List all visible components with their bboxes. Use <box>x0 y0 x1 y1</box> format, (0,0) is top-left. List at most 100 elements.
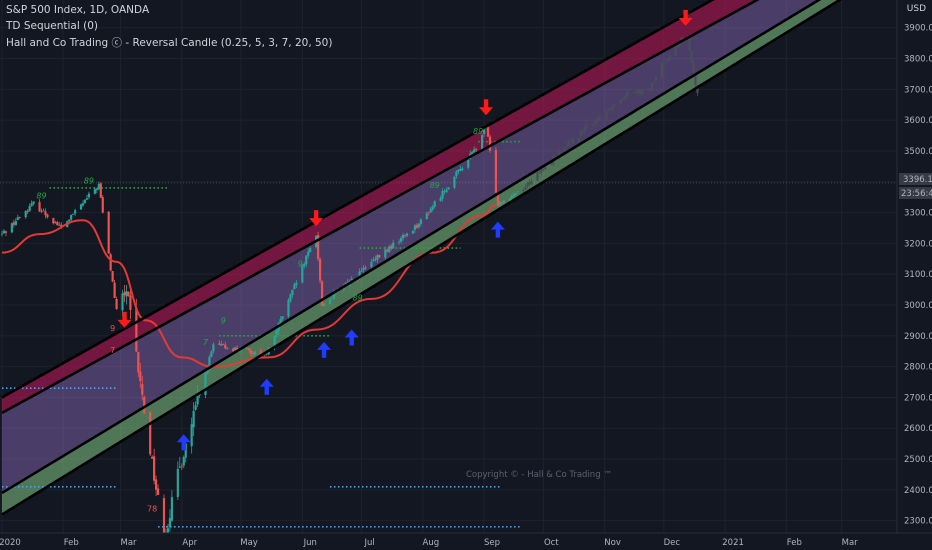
candle-body <box>398 241 401 243</box>
td-count-label: 89 <box>430 181 440 190</box>
time-tick-label: Feb <box>64 538 79 548</box>
candle-body <box>220 344 223 346</box>
candle-body <box>682 38 685 39</box>
td-count-label: 7 <box>110 346 115 355</box>
candle-body <box>417 223 420 228</box>
sell-arrow-icon <box>309 210 324 227</box>
candle-body <box>279 319 282 324</box>
candle-body <box>692 61 695 71</box>
candle-body <box>508 198 511 201</box>
buy-arrow-head <box>344 329 359 338</box>
candle-body <box>378 254 381 258</box>
candle-body <box>141 384 144 395</box>
candle-body <box>488 136 492 151</box>
last-price-label: 3396.1 <box>903 175 932 185</box>
td-count-label: 9 <box>298 260 303 269</box>
candle-body <box>415 224 418 228</box>
candle-body <box>137 352 140 373</box>
price-tick-label: 3200.0 <box>904 239 932 249</box>
candle-body <box>696 85 699 93</box>
candle-body <box>196 395 199 405</box>
candle-body <box>156 488 160 496</box>
candle-body <box>429 208 432 213</box>
candle-body <box>149 412 152 455</box>
candle-body <box>253 351 256 355</box>
buy-arrow-icon <box>259 378 274 395</box>
channel-line-lower-2 <box>1 0 843 516</box>
price-tags: 3396.1 23:56:45 <box>899 173 932 199</box>
candle-body <box>208 356 211 370</box>
td-count-label: 9 <box>221 316 226 325</box>
time-tick-label: 2020 <box>0 538 21 548</box>
buy-arrow-icon <box>317 341 332 358</box>
price-tick-label: 3100.0 <box>904 270 932 280</box>
candle-body <box>151 456 154 459</box>
chart-title[interactable]: S&P 500 Index, 1D, OANDA <box>6 4 150 16</box>
sell-arrow-icon <box>678 9 693 26</box>
candle-body <box>83 199 87 204</box>
candle-body <box>99 183 102 198</box>
watermark: Copyright © - Hall & Co Trading ™ <box>466 470 612 480</box>
candle-body <box>317 235 320 259</box>
candle-body <box>542 169 545 171</box>
td-count-label: 89 <box>473 127 483 136</box>
candle-body <box>498 201 501 206</box>
indicator-td-sequential[interactable]: TD Sequential (0) <box>6 20 98 32</box>
price-tick-label: 2300.0 <box>904 517 932 527</box>
candle-body <box>291 289 294 296</box>
candle-body <box>73 210 77 214</box>
candle-body <box>85 198 89 200</box>
candle-body <box>18 216 21 218</box>
price-tick-label: 3800.0 <box>904 55 932 65</box>
candle-body <box>512 194 515 197</box>
buy-arrow-icon <box>490 221 505 238</box>
candle-body <box>236 347 239 351</box>
candle-body <box>668 55 671 61</box>
candle-body <box>641 89 644 94</box>
buy-arrow-shaft <box>321 347 327 358</box>
candle-body <box>198 394 201 396</box>
price-tick-label: 2800.0 <box>904 363 932 373</box>
candle-body <box>320 281 324 306</box>
candle-body <box>650 83 654 91</box>
candle-body <box>350 278 353 281</box>
candle-body <box>471 151 474 155</box>
candle-body <box>107 211 110 254</box>
candle-body <box>38 202 41 212</box>
buy-arrow-head <box>176 434 191 443</box>
candle-body <box>510 195 513 199</box>
candle-body <box>362 267 365 271</box>
candle-body <box>486 127 490 137</box>
candle-body <box>184 443 187 458</box>
candle-body <box>522 190 525 191</box>
candle-body <box>218 343 221 345</box>
candle-body <box>318 259 322 281</box>
candle-body <box>516 191 519 193</box>
td-count-label: 9 <box>110 324 115 333</box>
candle-body <box>168 518 172 528</box>
candle-body <box>322 303 326 306</box>
candle-body <box>599 117 602 119</box>
candle-body <box>28 206 31 212</box>
candle-body <box>480 135 484 151</box>
price-tick-label: 2700.0 <box>904 393 932 403</box>
candles <box>0 36 699 533</box>
candle-body <box>571 139 575 144</box>
candle-body <box>445 189 448 193</box>
candle-body <box>388 246 391 253</box>
price-tick-label: 3500.0 <box>904 147 932 157</box>
candle-body <box>384 249 387 258</box>
candle-body <box>524 186 527 190</box>
time-tick-label: Apr <box>182 538 197 548</box>
sell-arrow-icon <box>117 311 132 328</box>
price-tick-label: 2900.0 <box>904 332 932 342</box>
candle-body <box>459 169 462 171</box>
price-tick-label: 3700.0 <box>904 85 932 95</box>
candle-body <box>443 191 446 193</box>
channel-lines <box>1 0 843 516</box>
buy-arrow-shaft <box>181 440 186 451</box>
indicator-reversal-candle[interactable]: Hall and Co Trading ⓒ - Reversal Candle … <box>6 37 333 49</box>
